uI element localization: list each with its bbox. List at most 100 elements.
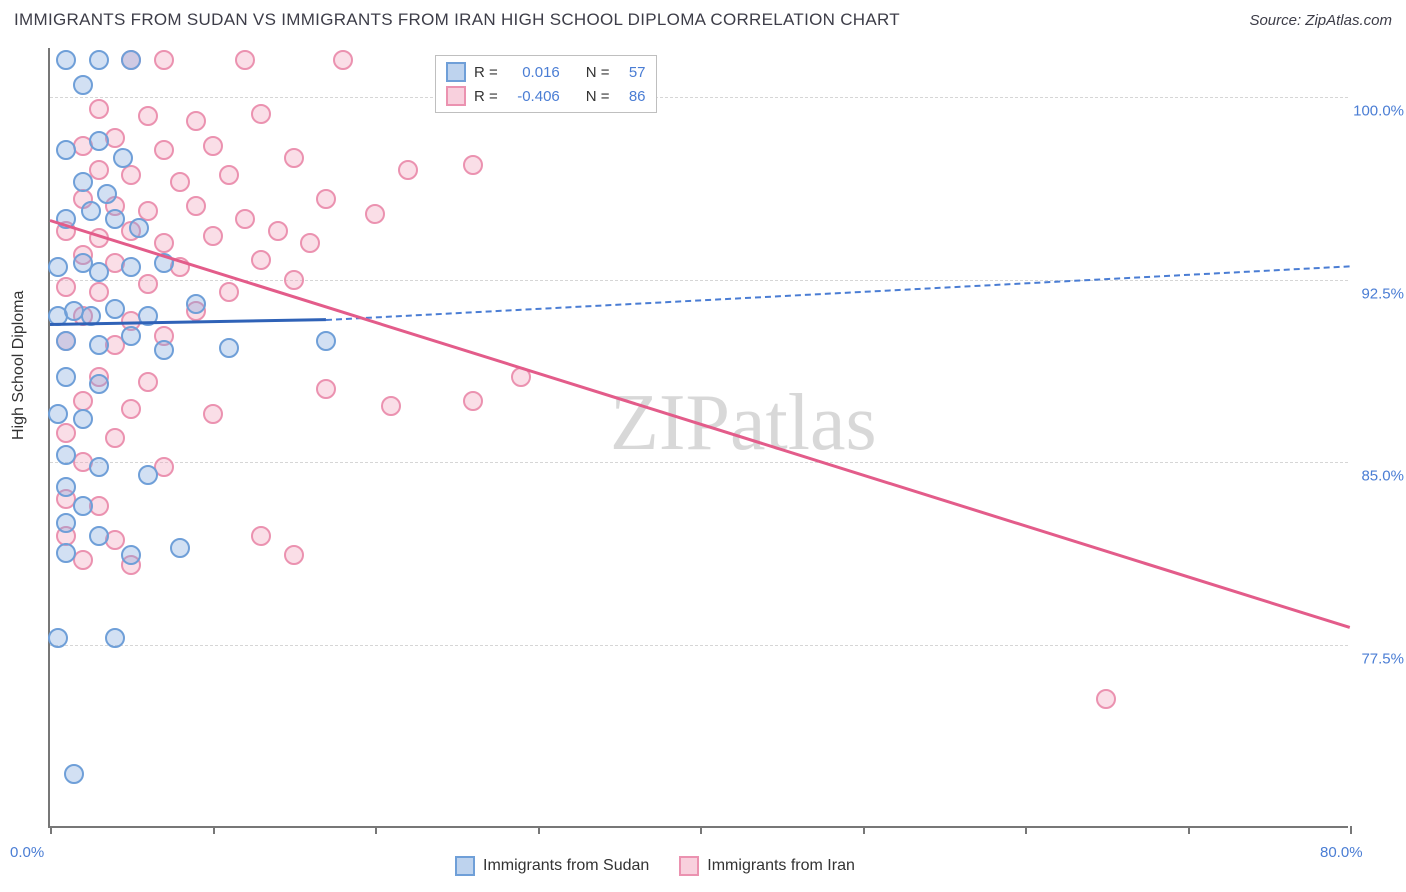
- scatter-point: [154, 233, 174, 253]
- scatter-point: [219, 282, 239, 302]
- x-tick: [375, 826, 377, 834]
- r-value: 0.016: [506, 64, 560, 81]
- legend-stats: R =0.016N =57R =-0.406N =86: [435, 55, 657, 113]
- x-tick: [50, 826, 52, 834]
- x-tick: [538, 826, 540, 834]
- scatter-point: [316, 379, 336, 399]
- plot-area: ZIPatlas 77.5%85.0%92.5%100.0%: [48, 48, 1348, 828]
- scatter-point: [381, 396, 401, 416]
- scatter-point: [333, 50, 353, 70]
- legend-series-item: Immigrants from Sudan: [455, 856, 649, 876]
- scatter-point: [105, 299, 125, 319]
- scatter-point: [48, 257, 68, 277]
- scatter-point: [56, 423, 76, 443]
- scatter-point: [186, 196, 206, 216]
- legend-swatch: [446, 62, 466, 82]
- y-tick-label: 92.5%: [1361, 285, 1404, 302]
- scatter-point: [56, 50, 76, 70]
- legend-swatch: [446, 86, 466, 106]
- scatter-point: [89, 282, 109, 302]
- scatter-point: [284, 148, 304, 168]
- x-tick: [863, 826, 865, 834]
- scatter-point: [138, 106, 158, 126]
- scatter-point: [284, 270, 304, 290]
- scatter-point: [89, 262, 109, 282]
- scatter-point: [316, 189, 336, 209]
- y-tick-label: 85.0%: [1361, 468, 1404, 485]
- chart-source: Source: ZipAtlas.com: [1249, 12, 1392, 29]
- scatter-point: [105, 209, 125, 229]
- x-tick: [213, 826, 215, 834]
- scatter-point: [89, 131, 109, 151]
- scatter-point: [56, 331, 76, 351]
- x-tick: [1025, 826, 1027, 834]
- scatter-point: [316, 331, 336, 351]
- scatter-point: [219, 338, 239, 358]
- r-label: R =: [474, 88, 498, 105]
- scatter-point: [89, 457, 109, 477]
- scatter-point: [365, 204, 385, 224]
- scatter-point: [235, 50, 255, 70]
- trend-line-extension: [326, 265, 1350, 321]
- scatter-point: [251, 526, 271, 546]
- scatter-point: [56, 445, 76, 465]
- scatter-point: [203, 226, 223, 246]
- y-tick-label: 100.0%: [1353, 102, 1404, 119]
- scatter-point: [97, 184, 117, 204]
- scatter-point: [121, 326, 141, 346]
- scatter-point: [56, 543, 76, 563]
- scatter-point: [203, 136, 223, 156]
- scatter-point: [138, 372, 158, 392]
- scatter-point: [154, 340, 174, 360]
- scatter-point: [73, 75, 93, 95]
- scatter-point: [235, 209, 255, 229]
- scatter-point: [284, 545, 304, 565]
- scatter-point: [268, 221, 288, 241]
- n-value: 86: [618, 88, 646, 105]
- scatter-point: [113, 148, 133, 168]
- scatter-point: [56, 277, 76, 297]
- x-tick-label: 0.0%: [10, 844, 44, 861]
- scatter-point: [300, 233, 320, 253]
- legend-stat-row: R =0.016N =57: [446, 60, 646, 84]
- scatter-point: [154, 50, 174, 70]
- scatter-point: [398, 160, 418, 180]
- scatter-point: [48, 628, 68, 648]
- scatter-point: [56, 513, 76, 533]
- scatter-point: [121, 545, 141, 565]
- x-tick: [1188, 826, 1190, 834]
- chart-header: IMMIGRANTS FROM SUDAN VS IMMIGRANTS FROM…: [14, 10, 1392, 30]
- scatter-point: [463, 391, 483, 411]
- legend-series-label: Immigrants from Iran: [707, 857, 855, 875]
- scatter-point: [89, 160, 109, 180]
- n-label: N =: [586, 88, 610, 105]
- scatter-point: [121, 257, 141, 277]
- scatter-point: [64, 764, 84, 784]
- scatter-point: [186, 294, 206, 314]
- chart-title: IMMIGRANTS FROM SUDAN VS IMMIGRANTS FROM…: [14, 10, 900, 30]
- y-axis-label: High School Diploma: [10, 291, 28, 440]
- scatter-point: [73, 409, 93, 429]
- scatter-point: [56, 140, 76, 160]
- r-value: -0.406: [506, 88, 560, 105]
- gridline-h: [50, 462, 1348, 463]
- scatter-point: [170, 172, 190, 192]
- scatter-point: [73, 496, 93, 516]
- scatter-point: [89, 335, 109, 355]
- scatter-point: [186, 111, 206, 131]
- scatter-point: [170, 538, 190, 558]
- scatter-point: [56, 477, 76, 497]
- scatter-point: [219, 165, 239, 185]
- scatter-point: [89, 99, 109, 119]
- x-tick: [1350, 826, 1352, 834]
- watermark: ZIPatlas: [610, 378, 877, 469]
- scatter-point: [121, 399, 141, 419]
- n-label: N =: [586, 64, 610, 81]
- legend-swatch: [455, 856, 475, 876]
- scatter-point: [89, 374, 109, 394]
- legend-swatch: [679, 856, 699, 876]
- scatter-point: [463, 155, 483, 175]
- legend-stat-row: R = -0.406 N = 86: [446, 84, 646, 108]
- scatter-point: [251, 104, 271, 124]
- x-tick-label: 80.0%: [1320, 844, 1363, 861]
